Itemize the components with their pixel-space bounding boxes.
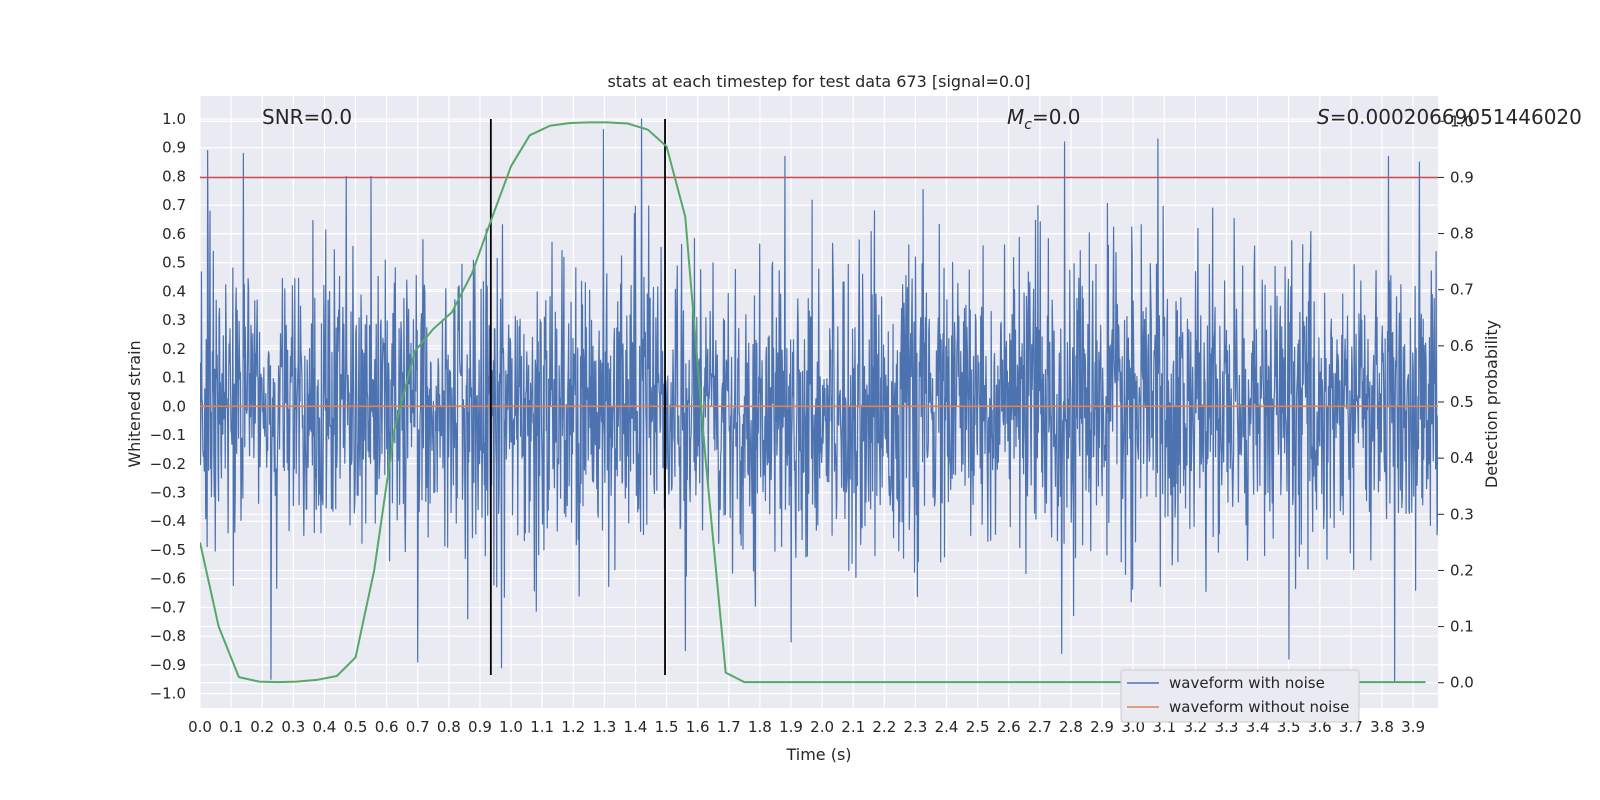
- y-tick-label-right: 0.3: [1450, 505, 1474, 523]
- x-tick-label: 1.3: [592, 718, 616, 736]
- y-tick-label-left: −0.5: [150, 541, 186, 559]
- axes: 0.0 0.1 0.2 0.3 0.4 0.5 0.6 0.7 0.8 0.9 1.0 1.1 1.2 1…: [150, 110, 1474, 736]
- series-waveform-with-noise: [200, 118, 1438, 683]
- mc-annotation: Mc=0.0: [1007, 105, 1081, 133]
- x-tick-label: 1.5: [655, 718, 679, 736]
- y-tick-label-left: 0.9: [162, 139, 186, 157]
- s-annotation-clip-wrapper: S=0.00020669051446020: [1317, 105, 1582, 129]
- y-tick-label-left: −0.9: [150, 656, 186, 674]
- chart-title: stats at each timestep for test data 673…: [607, 72, 1030, 91]
- series-detection-probability: [200, 121, 1426, 684]
- y-tick-label-left: −0.6: [150, 570, 186, 588]
- x-tick-label: 2.3: [903, 718, 927, 736]
- y-tick-label-left: 0.4: [162, 282, 186, 300]
- x-tick-label: 2.5: [966, 718, 990, 736]
- y-tick-label-left: −0.8: [150, 627, 186, 645]
- y-tick-label-left: −0.3: [150, 484, 186, 502]
- y-tick-label-left: −1.0: [150, 685, 186, 703]
- x-tick-label: 2.6: [997, 718, 1021, 736]
- snr-annotation: SNR=0.0: [262, 105, 352, 129]
- y-tick-label-right: 0.2: [1450, 561, 1474, 579]
- x-tick-label: 2.2: [872, 718, 896, 736]
- x-tick-label: 0.9: [468, 718, 492, 736]
- x-tick-label: 1.0: [499, 718, 523, 736]
- x-tick-label: 1.6: [686, 718, 710, 736]
- y-tick-label-right: 0.4: [1450, 449, 1474, 467]
- legend-box: [1120, 669, 1360, 723]
- y-tick-label-right: 0.0: [1450, 674, 1474, 692]
- y-axis-label-left: Whitened strain: [125, 340, 144, 467]
- y-tick-label-left: 0.7: [162, 196, 186, 214]
- x-tick-label: 2.4: [935, 718, 959, 736]
- x-tick-label: 1.4: [624, 718, 648, 736]
- y-tick-label-left: −0.2: [150, 455, 186, 473]
- plot-content: [200, 118, 1438, 684]
- x-tick-label: 0.8: [437, 718, 461, 736]
- x-axis-label: Time (s): [785, 745, 851, 764]
- s-annotation: S=0.00020669051446020: [1317, 105, 1582, 129]
- x-tick-label: 2.9: [1090, 718, 1114, 736]
- x-tick-label: 0.7: [406, 718, 430, 736]
- y-tick-label-right: 0.7: [1450, 281, 1474, 299]
- y-tick-label-left: 0.0: [162, 397, 186, 415]
- y-tick-label-left: 0.5: [162, 254, 186, 272]
- legend-label-noise: waveform with noise: [1169, 674, 1325, 692]
- y-tick-label-left: 0.8: [162, 167, 186, 185]
- x-tick-label: 3.9: [1401, 718, 1425, 736]
- y-tick-label-right: 0.6: [1450, 337, 1474, 355]
- y-tick-label-right: 0.5: [1450, 393, 1474, 411]
- y-tick-label-left: −0.7: [150, 598, 186, 616]
- x-tick-label: 0.1: [219, 718, 243, 736]
- legend-label-clean: waveform without noise: [1169, 698, 1349, 716]
- y-tick-label-left: 1.0: [162, 110, 186, 128]
- mc-value: =0.0: [1032, 105, 1081, 129]
- x-tick-label: 2.0: [810, 718, 834, 736]
- y-tick-label-left: −0.1: [150, 426, 186, 444]
- x-tick-label: 0.6: [375, 718, 399, 736]
- x-tick-label: 2.1: [841, 718, 865, 736]
- x-tick-label: 0.5: [344, 718, 368, 736]
- mc-subscript: c: [1024, 117, 1032, 133]
- x-tick-label: 1.8: [748, 718, 772, 736]
- x-tick-label: 2.7: [1028, 718, 1052, 736]
- x-tick-label: 1.2: [561, 718, 585, 736]
- x-tick-label: 1.1: [530, 718, 554, 736]
- s-symbol: S: [1317, 105, 1330, 129]
- y-tick-label-left: 0.3: [162, 311, 186, 329]
- x-tick-label: 0.2: [250, 718, 274, 736]
- s-value: =0.00020669051446020: [1330, 105, 1582, 129]
- y-axis-label-right: Detection probability: [1482, 320, 1501, 488]
- x-tick-label: 1.7: [717, 718, 741, 736]
- y-tick-label-left: 0.6: [162, 225, 186, 243]
- x-tick-label: 3.8: [1370, 718, 1394, 736]
- x-tick-label: 2.8: [1059, 718, 1083, 736]
- y-tick-label-right: 0.9: [1450, 168, 1474, 186]
- x-tick-label: 1.9: [779, 718, 803, 736]
- y-tick-label-right: 0.8: [1450, 225, 1474, 243]
- y-tick-label-right: 1.0: [1450, 112, 1474, 130]
- y-tick-label-left: −0.4: [150, 512, 186, 530]
- x-tick-label: 0.0: [188, 718, 212, 736]
- y-tick-label-left: 0.2: [162, 340, 186, 358]
- y-tick-label-left: 0.1: [162, 369, 186, 387]
- mc-symbol: M: [1007, 105, 1024, 129]
- y-tick-label-right: 0.1: [1450, 618, 1474, 636]
- x-tick-label: 0.4: [312, 718, 336, 736]
- legend: waveform with noise waveform without noi…: [1120, 669, 1360, 723]
- x-tick-label: 0.3: [281, 718, 305, 736]
